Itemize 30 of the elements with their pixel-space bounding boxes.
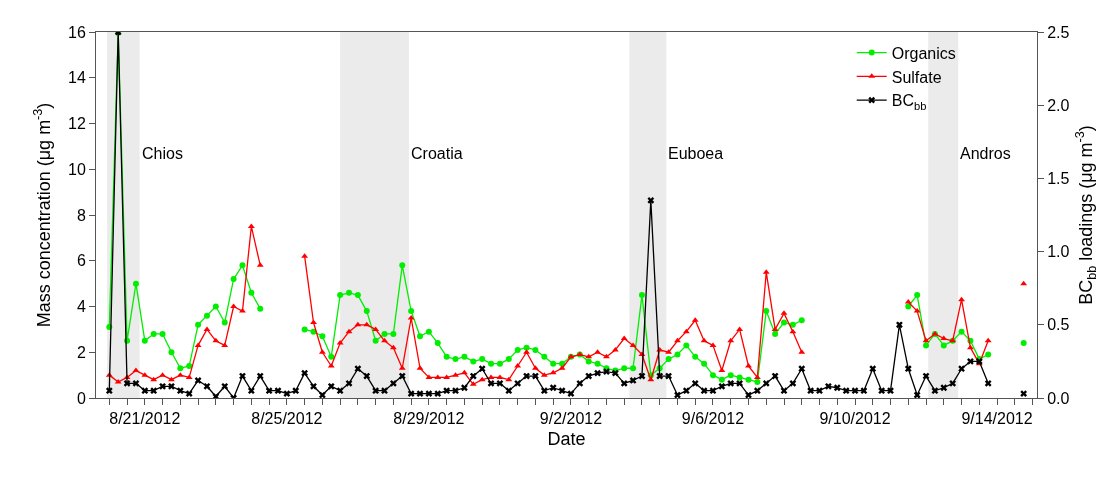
x-tick-label: 8/21/2012 [109, 410, 181, 428]
legend-label: BC$_{bb}$ [891, 92, 927, 112]
y2-tick-label: 0.0 [1047, 389, 1070, 407]
x-axis-title: Date [547, 429, 586, 450]
y2-tick-label: 1.0 [1047, 243, 1070, 261]
y-tick-label: 12 [68, 115, 86, 133]
x-tick-label: 9/10/2012 [819, 410, 891, 428]
annotation: Croatia [411, 145, 463, 162]
y-tick-label: 2 [76, 343, 86, 361]
x-tick-label: 8/29/2012 [393, 410, 465, 428]
annotation: Euboea [668, 145, 724, 162]
y-tick-label: 8 [76, 206, 86, 224]
x-tick-label: 9/14/2012 [961, 410, 1033, 428]
y2-tick-label: 1.5 [1047, 170, 1070, 187]
annotation: Andros [960, 145, 1011, 162]
x-tick-label: 9/2/2012 [539, 410, 603, 428]
y-tick-label: 0 [76, 389, 86, 407]
x-tick-label: 8/25/2012 [251, 410, 323, 428]
annotation: Chios [142, 145, 183, 162]
y-tick-label: 14 [68, 69, 86, 87]
y2-tick-label: 2.0 [1047, 96, 1070, 114]
x-tick-label: 9/6/2012 [681, 410, 745, 428]
y2-tick-label: 0.5 [1047, 316, 1070, 334]
legend-label: Sulfate [891, 68, 942, 86]
y-tick-label: 6 [76, 252, 86, 270]
y-tick-label: 4 [76, 298, 86, 316]
y-tick-label: 10 [68, 160, 86, 178]
legend-label: Organics [891, 44, 956, 62]
y-tick-label: 16 [68, 23, 86, 41]
y2-tick-label: 2.5 [1047, 23, 1070, 41]
